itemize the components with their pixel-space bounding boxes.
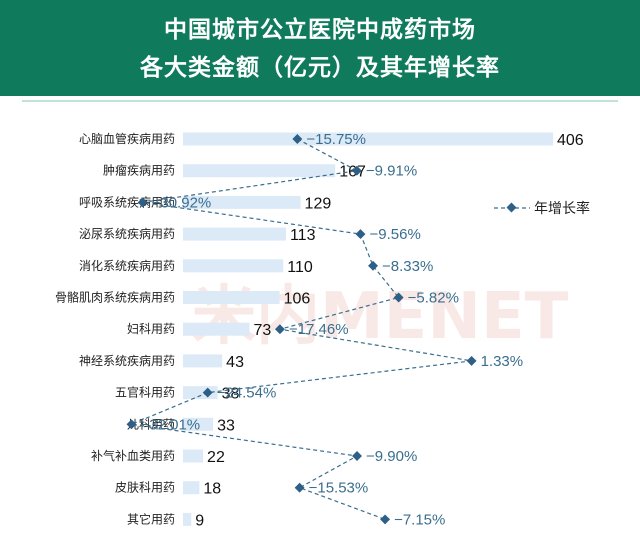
growth-label: 1.33% [481,353,524,370]
growth-label: −5.82% [408,290,459,307]
category-label: 骨骼肌肉系统疾病用药 [55,290,175,305]
chart-title-line1: 中国城市公立医院中成药市场 [164,17,476,43]
growth-point [351,165,362,176]
growth-label: −9.91% [366,163,417,180]
bar-value-label: 106 [284,291,311,308]
legend-label: 年增长率 [534,200,590,217]
category-label: 泌尿系统疾病用药 [79,226,175,241]
chart-title-line2: 各大类金额（亿元）及其年增长率 [140,55,500,81]
category-label: 消化系统疾病用药 [79,258,175,273]
bar [183,354,223,368]
category-label: 肿瘤疾病用药 [103,163,175,178]
growth-label: −9.90% [366,448,417,465]
growth-point [380,514,391,525]
category-label: 妇科用药 [127,322,175,336]
growth-point [274,324,285,335]
bar-value-label: 113 [290,227,316,244]
bars-group: 心脑血管疾病用药 406 肿瘤疾病用药 167 呼吸系统疾病用药 129 泌尿系统疾病用药 1… [55,131,584,529]
growth-label: −8.33% [382,258,433,275]
growth-point [352,451,362,461]
growth-label: −9.56% [369,226,420,243]
bar-value-label: 18 [203,481,221,498]
bar [183,322,250,336]
category-label: 补气补血类用药 [91,448,175,463]
category-label: 儿科用药 [127,417,175,431]
growth-point [137,197,148,208]
bar-value-label: 22 [207,449,225,466]
legend: 年增长率 [494,200,590,217]
bar [183,512,192,526]
bar-value-label: 43 [226,354,244,371]
growth-point [126,419,137,430]
growth-label: −24.54% [217,385,277,402]
bar-value-label: 110 [287,259,313,276]
bar [183,481,200,495]
bar-value-label: 406 [557,132,584,149]
category-label: 心脑血管疾病用药 [79,131,175,146]
bar-value-label: 73 [254,322,272,339]
bar-value-label: 129 [305,195,332,212]
category-label: 呼吸系统疾病用药 [79,194,175,209]
growth-label: −30.92% [152,194,212,211]
growth-point [355,229,366,240]
bar-value-label: 167 [339,164,366,181]
bar [183,449,204,463]
bar [183,164,336,178]
bar-value-label: 33 [217,417,235,434]
bar [183,132,553,146]
growth-label: −17.46% [289,321,349,338]
bar [183,417,214,431]
category-label: 神经系统疾病用药 [79,353,175,368]
growth-point [202,387,213,398]
title-banner: 中国城市公立医院中成药市场 各大类金额（亿元）及其年增长率 [0,0,640,96]
bar [183,259,284,273]
category-label: 五官科用药 [115,385,175,400]
bar [183,195,301,209]
chart-panel: 米内MENET 心脑血管疾病用药 406 肿瘤疾病用药 167 呼吸系统疾病用药 129 泌… [22,100,618,554]
growth-label: −15.75% [306,131,366,148]
growth-label: −15.53% [309,480,369,497]
bar [183,227,286,241]
growth-point [294,482,305,493]
bar-value-label: 9 [195,512,204,529]
legend-marker [506,202,517,213]
category-label: 皮肤科用药 [115,480,175,495]
growth-label: −32.01% [140,416,200,433]
growth-label: −7.15% [394,511,445,528]
growth-point [466,355,477,366]
category-label: 其它用药 [127,511,175,526]
growth-point [368,260,378,271]
bar [183,291,280,304]
